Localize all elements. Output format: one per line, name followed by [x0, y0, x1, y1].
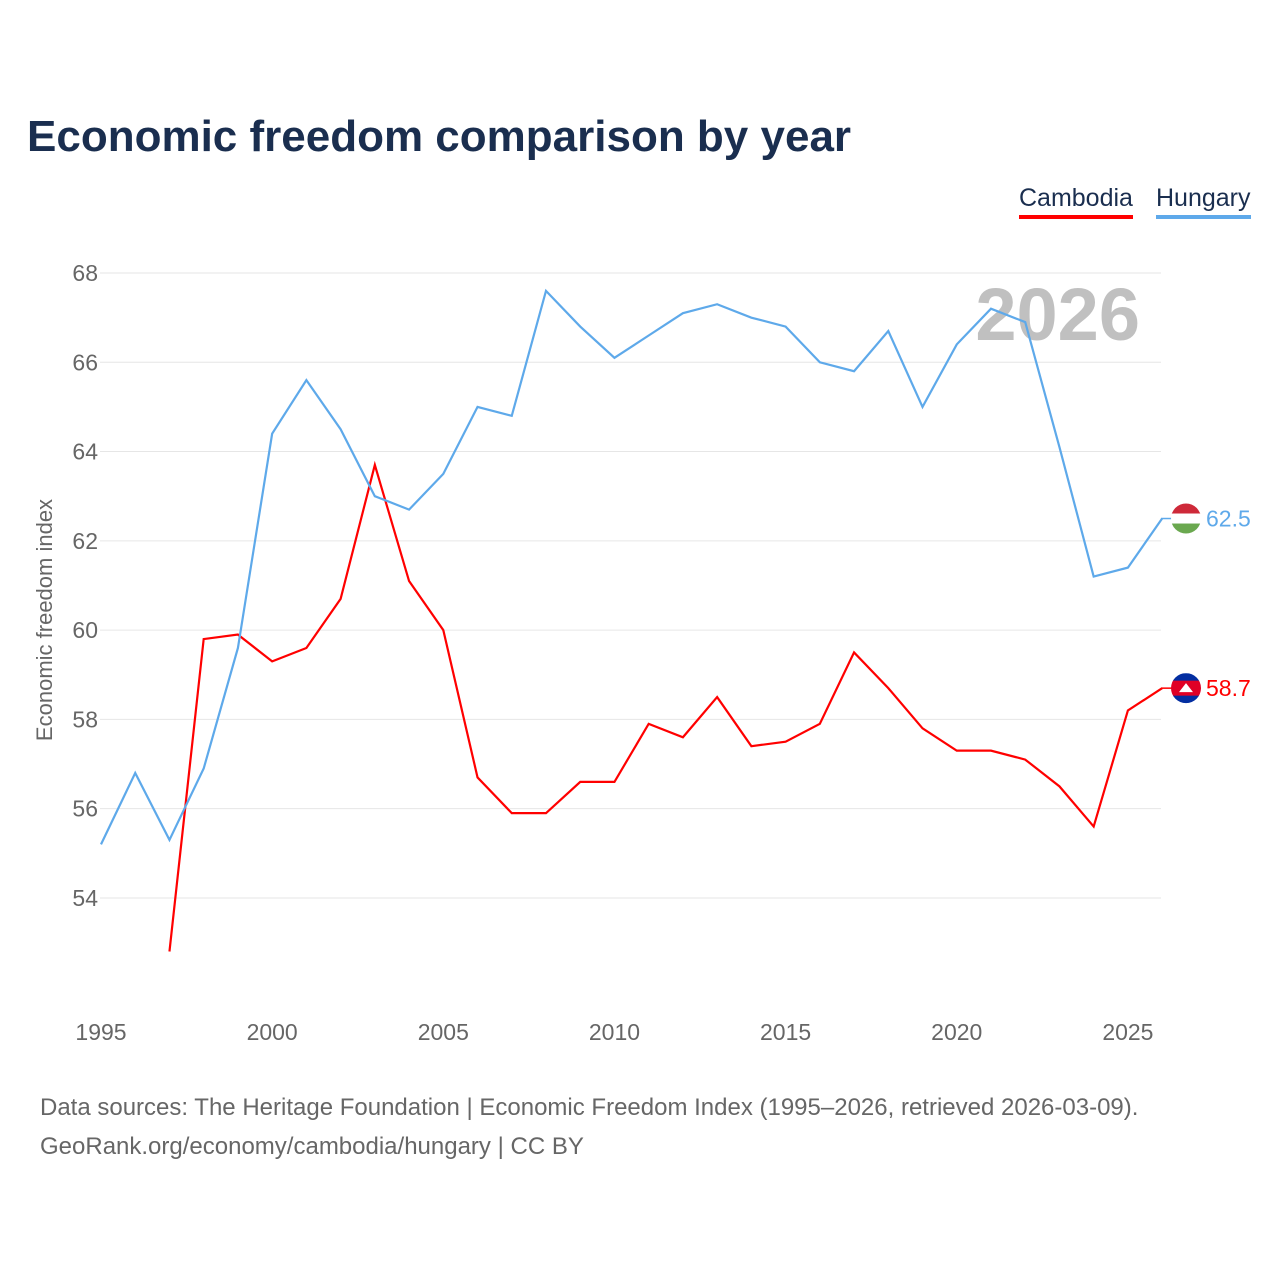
hungary-flag-icon [1171, 503, 1201, 534]
y-tick-label: 66 [72, 349, 98, 375]
x-tick-label: 1995 [75, 1019, 126, 1045]
x-tick-label: 2000 [247, 1019, 298, 1045]
source-note: Data sources: The Heritage Foundation | … [40, 1088, 1138, 1166]
series-line-hungary [100, 288, 1164, 845]
cambodia-flag-icon [1171, 673, 1201, 704]
y-tick-label: 64 [72, 439, 98, 465]
y-axis-label: Economic freedom index [32, 499, 57, 741]
end-value-label: 62.5 [1206, 506, 1251, 532]
y-tick-label: 62 [72, 528, 98, 554]
series-line-cambodia [168, 460, 1163, 952]
x-tick-label: 2010 [589, 1019, 640, 1045]
source-line-1: Data sources: The Heritage Foundation | … [40, 1094, 1139, 1121]
y-tick-label: 54 [72, 885, 98, 911]
x-tick-label: 2005 [418, 1019, 469, 1045]
y-tick-label: 68 [72, 260, 98, 286]
x-tick-label: 2025 [1102, 1019, 1153, 1045]
end-value-label: 58.7 [1206, 675, 1251, 701]
source-line-2[interactable]: GeoRank.org/economy/cambodia/hungary | C… [40, 1133, 584, 1160]
x-tick-label: 2020 [931, 1019, 982, 1045]
y-tick-label: 60 [72, 617, 98, 643]
legend-cambodia[interactable]: Cambodia [1019, 184, 1133, 219]
chart-title: Economic freedom comparison by year [27, 112, 852, 161]
legend-hungary[interactable]: Hungary [1156, 184, 1251, 219]
x-tick-label: 2015 [760, 1019, 811, 1045]
y-tick-label: 58 [72, 706, 98, 732]
year-watermark: 2026 [975, 273, 1140, 356]
y-tick-label: 56 [72, 796, 98, 822]
